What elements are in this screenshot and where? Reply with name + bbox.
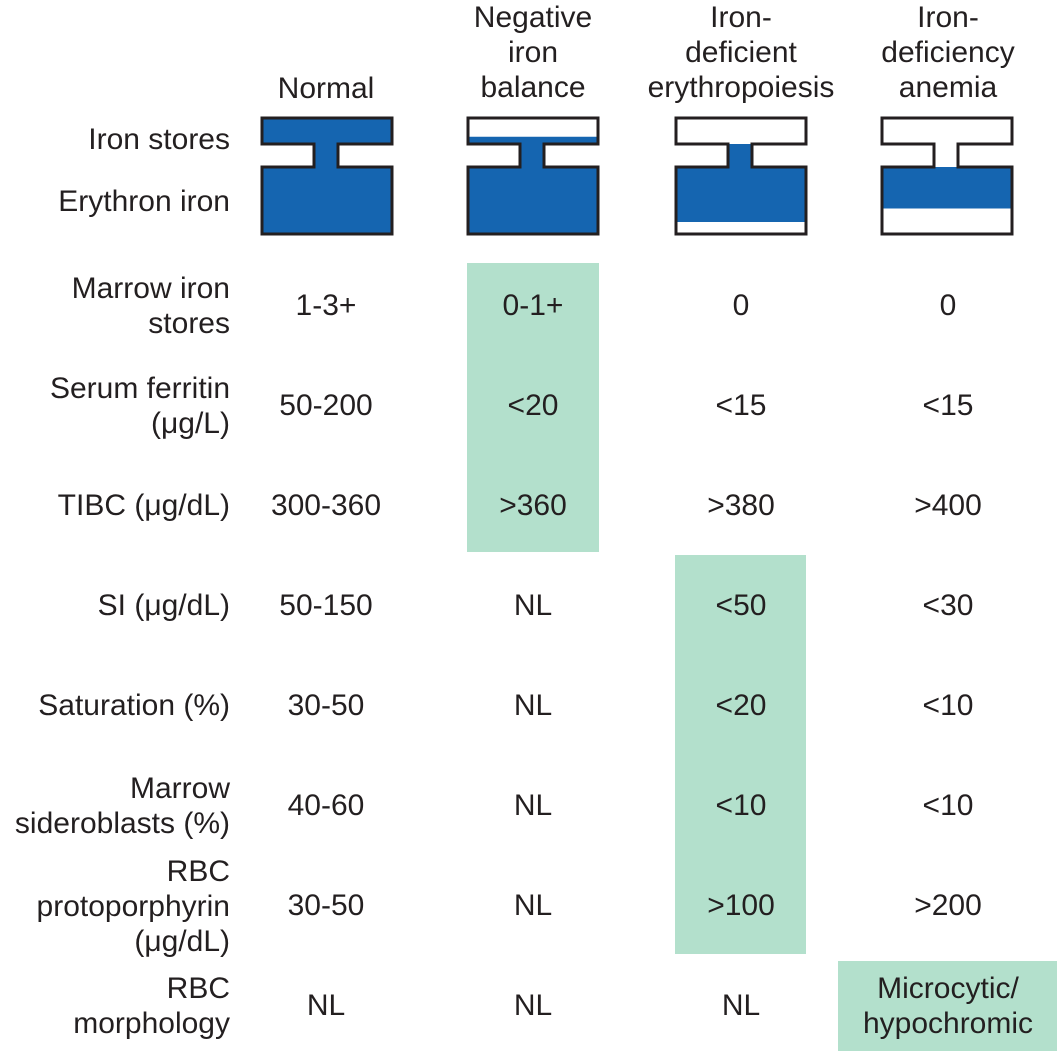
- cell-serum-ferritin-erythropoiesis: <15: [715, 389, 767, 422]
- row-label-saturation: Saturation (%): [38, 689, 230, 722]
- iron-stores-label: Iron stores: [88, 123, 230, 156]
- row-label-marrow-sideroblasts: Marrow sideroblasts (%): [14, 772, 230, 840]
- highlight-iron-deficiency-anemia: [838, 961, 1057, 1051]
- cell-tibc-normal: 300-360: [270, 489, 382, 522]
- cell-morphology-anemia: Microcytic/ hypochromic: [862, 972, 1034, 1040]
- cell-saturation-normal: 30-50: [287, 689, 365, 722]
- cell-marrow-iron-stores-erythropoiesis: 0: [732, 289, 750, 322]
- cell-tibc-anemia: >400: [914, 489, 982, 522]
- row-label-serum-ferritin: Serum ferritin (μg/L): [49, 372, 230, 440]
- cell-si-normal: 50-150: [279, 589, 373, 622]
- compartment-outline-erythropoiesis: [674, 116, 808, 236]
- cell-protoporphyrin-negative: NL: [513, 889, 553, 922]
- column-header-negative-iron-balance: Negative iron balance: [473, 1, 593, 104]
- erythron-iron-fill-erythropoiesis: [676, 167, 806, 222]
- row-label-si: SI (μg/dL): [97, 589, 230, 622]
- cell-serum-ferritin-normal: 50-200: [279, 389, 373, 422]
- column-header-iron-deficiency-anemia: Iron- deficiency anemia: [881, 1, 1015, 104]
- cell-marrow-iron-stores-normal: 1-3+: [295, 289, 357, 322]
- row-label-rbc-protoporphyrin: RBC protoporphyrin (μg/dL): [36, 855, 230, 958]
- cell-marrow-iron-stores-negative: 0-1+: [502, 289, 564, 322]
- cell-serum-ferritin-negative: <20: [507, 389, 559, 422]
- cell-serum-ferritin-anemia: <15: [922, 389, 974, 422]
- cell-saturation-anemia: <10: [922, 689, 974, 722]
- cell-si-erythropoiesis: <50: [715, 589, 767, 622]
- stage-diagram-iron-deficiency-anemia: [880, 116, 1014, 236]
- compartment-outline-negative: [466, 116, 600, 236]
- column-header-normal: Normal: [277, 72, 375, 105]
- highlight-negative-iron-balance: [467, 263, 599, 552]
- highlight-iron-deficient-erythropoiesis: [675, 555, 806, 954]
- cell-protoporphyrin-normal: 30-50: [287, 889, 365, 922]
- cell-morphology-negative: NL: [513, 989, 553, 1022]
- iron-stores-fill-negative: [468, 136, 598, 167]
- cell-morphology-normal: NL: [306, 989, 346, 1022]
- cell-si-anemia: <30: [922, 589, 974, 622]
- cell-tibc-negative: >360: [499, 489, 567, 522]
- erythron-iron-label: Erythron iron: [58, 185, 230, 218]
- compartment-outline-normal: [260, 116, 394, 236]
- cell-saturation-negative: NL: [513, 689, 553, 722]
- cell-sideroblasts-negative: NL: [513, 789, 553, 822]
- row-label-marrow-iron-stores: Marrow iron stores: [71, 272, 230, 340]
- cell-morphology-erythropoiesis: NL: [721, 989, 761, 1022]
- cell-marrow-iron-stores-anemia: 0: [939, 289, 957, 322]
- cell-si-negative: NL: [513, 589, 553, 622]
- compartment-outline-anemia: [880, 116, 1014, 236]
- cell-sideroblasts-erythropoiesis: <10: [715, 789, 767, 822]
- stage-diagram-normal: [260, 116, 394, 236]
- cell-protoporphyrin-anemia: >200: [914, 889, 982, 922]
- cell-sideroblasts-anemia: <10: [922, 789, 974, 822]
- cell-protoporphyrin-erythropoiesis: >100: [707, 889, 775, 922]
- iron-neck-fill-erythropoiesis: [728, 144, 752, 167]
- erythron-iron-fill-negative: [468, 167, 598, 234]
- stage-diagram-negative-iron-balance: [466, 116, 600, 236]
- erythron-iron-fill-anemia: [882, 167, 1012, 209]
- stage-diagram-iron-deficient-erythropoiesis: [674, 116, 808, 236]
- row-label-rbc-morphology: RBC morphology: [73, 972, 230, 1040]
- cell-sideroblasts-normal: 40-60: [287, 789, 365, 822]
- erythron-iron-fill-normal: [262, 167, 392, 234]
- iron-stores-fill-normal: [262, 118, 392, 167]
- cell-saturation-erythropoiesis: <20: [715, 689, 767, 722]
- cell-tibc-erythropoiesis: >380: [707, 489, 775, 522]
- row-label-tibc: TIBC (μg/dL): [57, 489, 230, 522]
- column-header-iron-deficient-erythropoiesis: Iron- deficient erythropoiesis: [647, 1, 835, 104]
